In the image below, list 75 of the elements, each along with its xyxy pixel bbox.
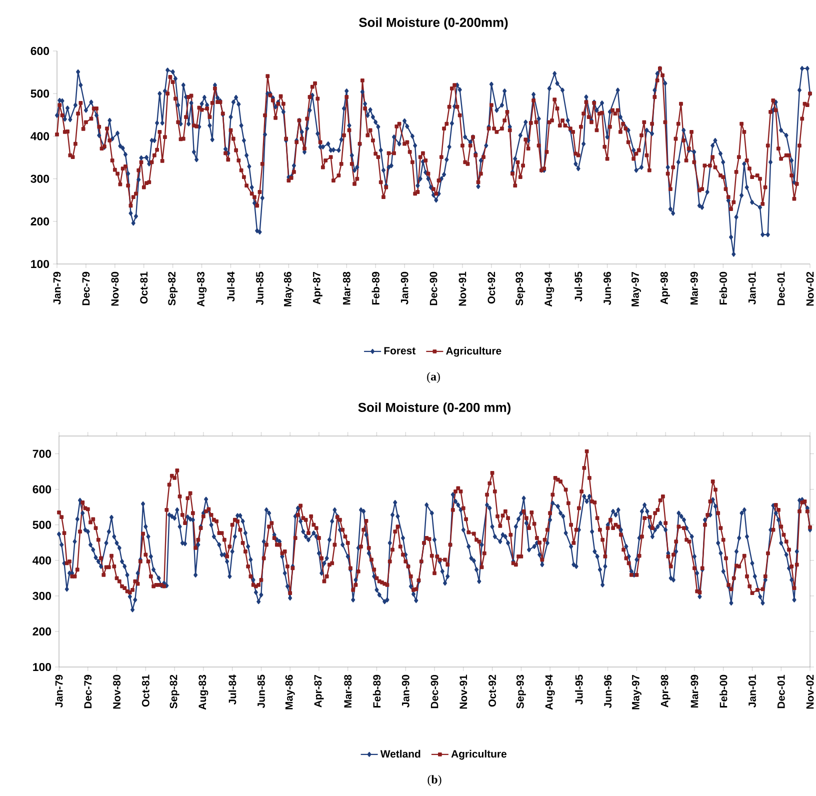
x-tick-label: Sep-93 <box>516 674 526 709</box>
x-tick-label: Aug-83 <box>197 272 207 307</box>
x-tick-label: Aug-94 <box>544 272 554 307</box>
x-tick-label: Dec-01 <box>777 272 785 306</box>
x-tick-label: Nov-91 <box>460 674 468 709</box>
y-tick-label: 400 <box>32 556 52 564</box>
y-tick-label: 200 <box>32 627 52 636</box>
y-tick-label: 400 <box>30 132 50 140</box>
y-tick-label: 100 <box>31 260 50 268</box>
x-tick-label: Apr-98 <box>660 272 670 304</box>
x-tick-label: Oct-81 <box>140 272 148 304</box>
x-tick-label: Feb-89 <box>372 272 380 305</box>
x-tick-label: Dec-01 <box>777 674 785 708</box>
x-tick-label: Jul-95 <box>574 272 582 302</box>
x-tick-label: Oct-92 <box>488 674 496 707</box>
x-tick-label: Jan-01 <box>748 272 756 304</box>
x-tick-label: Jul-84 <box>226 272 235 302</box>
chart-title: Soil Moisture (0-200 mm) <box>358 402 510 415</box>
x-tick-label: Jul-84 <box>228 674 236 705</box>
x-tick-label: Jul-95 <box>575 674 583 705</box>
x-tick-label: Dec-90 <box>430 674 438 708</box>
x-tick-label: Oct-81 <box>142 674 150 707</box>
x-tick-label: Nov-91 <box>458 272 466 306</box>
chart-title: Soil Moisture (0-200mm) <box>359 17 508 30</box>
x-tick-label: Nov-02 <box>806 674 814 709</box>
y-tick-label: 600 <box>32 485 52 494</box>
x-tick-label: Jan-79 <box>55 674 63 708</box>
y-tick-label: 500 <box>30 90 50 98</box>
y-tick-label: 300 <box>32 592 52 600</box>
y-tick-label: 200 <box>30 217 50 226</box>
x-tick-label: Mar-99 <box>690 674 698 708</box>
x-tick-label: Jun-96 <box>604 674 612 708</box>
x-tick-label: Sep-82 <box>170 674 180 709</box>
x-tick-label: Nov-80 <box>111 272 119 306</box>
x-tick-label: Nov-80 <box>113 674 120 709</box>
y-tick-label: 600 <box>30 46 50 56</box>
x-tick-label: Sep-93 <box>516 272 526 306</box>
text: (a) <box>427 372 440 383</box>
x-tick-label: Aug-83 <box>198 674 208 710</box>
x-tick-label: Mar-88 <box>342 272 350 305</box>
text: (b) <box>428 775 442 786</box>
x-tick-label: Feb-89 <box>372 674 381 708</box>
x-tick-label: Feb-00 <box>720 674 728 708</box>
legend-label: Agriculture <box>446 346 502 357</box>
x-tick-label: Mar-99 <box>690 272 698 305</box>
x-tick-label: Jun-85 <box>256 272 264 306</box>
x-tick-label: Dec-90 <box>430 272 438 306</box>
x-tick-label: May-86 <box>284 272 294 306</box>
x-tick-label: Dec-79 <box>82 272 90 306</box>
x-tick-label: Nov-02 <box>806 272 814 306</box>
legend-label: Forest <box>384 347 416 354</box>
x-tick-label: Apr-98 <box>660 674 670 708</box>
legend-label: Agriculture <box>451 750 506 760</box>
x-tick-label: Jan-90 <box>402 674 410 708</box>
x-tick-label: Jan-79 <box>53 272 61 304</box>
x-tick-label: Jun-85 <box>258 674 265 708</box>
y-tick-label: 500 <box>32 520 52 529</box>
x-tick-label: Apr-87 <box>312 272 322 304</box>
x-tick-label: Jan-90 <box>400 272 408 304</box>
x-tick-label: Sep-82 <box>168 272 178 306</box>
legend-label: Wetland <box>380 750 420 758</box>
x-tick-label: Mar-88 <box>344 674 352 708</box>
y-tick-label: 700 <box>32 450 52 458</box>
x-tick-label: Aug-94 <box>545 674 555 710</box>
x-tick-label: Feb-00 <box>719 272 727 305</box>
x-tick-label: Apr-87 <box>314 674 324 708</box>
x-tick-label: Oct-92 <box>488 272 496 304</box>
x-tick-label: Jun-96 <box>604 272 611 306</box>
x-tick-label: Jan-01 <box>748 674 756 708</box>
x-tick-label: May-97 <box>632 272 641 306</box>
y-tick-label: 300 <box>30 174 50 183</box>
x-tick-label: May-97 <box>632 674 642 710</box>
y-tick-label: 100 <box>33 662 52 672</box>
x-tick-label: May-86 <box>285 674 295 710</box>
x-tick-label: Dec-79 <box>84 674 92 708</box>
